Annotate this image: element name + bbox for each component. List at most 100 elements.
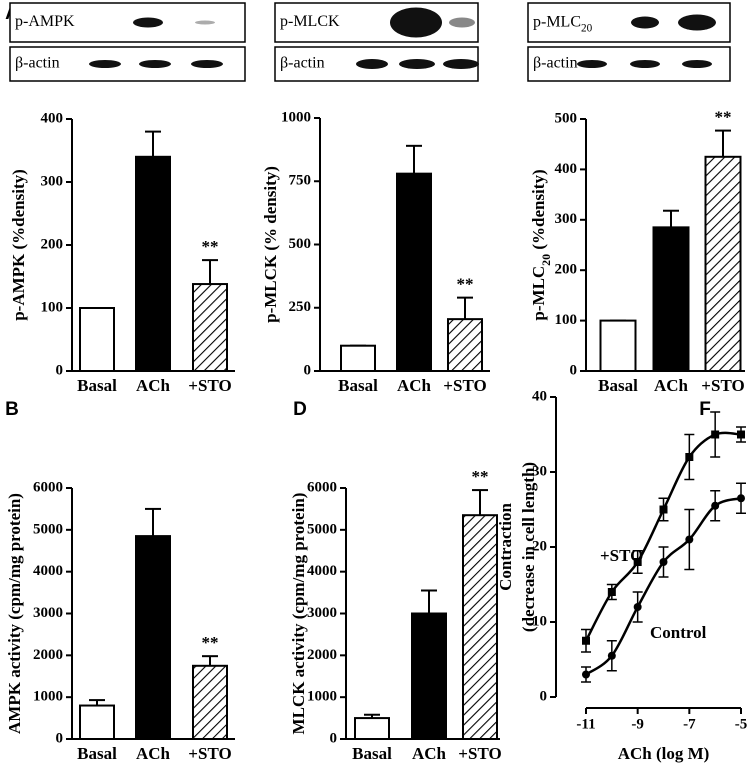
series-label: +STO	[600, 546, 643, 565]
blot-box	[274, 2, 479, 43]
y-tick-label: 250	[289, 299, 312, 315]
x-tick-label: ACh	[136, 744, 171, 763]
y-tick-label: 10	[532, 613, 547, 629]
x-tick-label: Basal	[338, 376, 378, 395]
y-axis-label: MLCK activity (cpm/mg protein)	[289, 493, 308, 735]
significance: **	[202, 237, 219, 256]
significance: **	[472, 467, 489, 486]
y-tick-label: 6000	[33, 479, 63, 495]
y-tick-label: 0	[570, 362, 578, 378]
y-tick-label: 400	[41, 110, 64, 126]
blot-label-part: p-MLC	[533, 13, 581, 30]
x-tick-label: -7	[683, 716, 696, 732]
y-tick-label: 750	[289, 173, 312, 189]
blot-band	[630, 60, 660, 68]
bar	[396, 172, 432, 372]
bar	[192, 664, 228, 741]
blot-band	[89, 60, 121, 68]
blot-label: β-actin	[15, 55, 60, 72]
y-tick-label: 5000	[33, 521, 63, 537]
y-axis-label: (decrease in cell length)	[519, 462, 538, 632]
bar	[135, 535, 171, 740]
bar	[192, 283, 228, 372]
marker	[711, 430, 720, 439]
marker	[659, 505, 668, 514]
y-axis-label: p-MLC20 (%density)	[529, 169, 553, 320]
blot-label: p-MLC20	[533, 13, 593, 34]
x-tick-label: +STO	[188, 744, 231, 763]
y-axis-label-part: p-MLC	[529, 266, 548, 321]
curve	[585, 497, 742, 676]
blot-label: β-actin	[280, 55, 325, 72]
y-tick-label: 2000	[33, 647, 63, 663]
blot-band	[449, 17, 475, 28]
x-tick-label: +STO	[458, 744, 501, 763]
marker	[737, 430, 745, 439]
significance: **	[202, 633, 219, 652]
bar	[411, 612, 447, 740]
panel-letter: D	[293, 399, 307, 420]
y-tick-label: 20	[532, 538, 547, 554]
x-tick-label: Basal	[77, 376, 117, 395]
blot-band	[139, 60, 171, 68]
marker	[607, 588, 616, 596]
blot-band	[195, 20, 215, 25]
x-tick-label: -9	[631, 716, 644, 732]
blot-band	[191, 60, 223, 68]
bar	[447, 318, 483, 373]
curve	[584, 431, 742, 642]
y-tick-label: 100	[555, 312, 578, 328]
y-tick-label: 1000	[33, 689, 63, 705]
bar	[354, 717, 390, 740]
blot-label-sub: 20	[581, 22, 593, 34]
blot-label: p-AMPK	[15, 13, 75, 30]
marker	[633, 603, 642, 611]
y-tick-label: 0	[330, 730, 338, 746]
blot-box	[527, 2, 731, 43]
x-tick-label: Basal	[352, 744, 392, 763]
marker	[633, 558, 642, 566]
x-tick-label: +STO	[188, 376, 231, 395]
y-tick-label: 400	[555, 161, 578, 177]
marker	[685, 453, 694, 461]
y-tick-label: 300	[41, 173, 64, 189]
y-tick-label: 1000	[307, 689, 337, 705]
y-tick-label: 100	[41, 299, 64, 315]
blot-band	[390, 7, 442, 38]
marker	[711, 501, 720, 510]
blot-band	[682, 60, 712, 68]
panel-letter: F	[699, 399, 711, 420]
y-axis-label: p-MLCK (% density)	[261, 166, 280, 323]
blot-label: β-actin	[533, 55, 578, 72]
y-tick-label: 0	[540, 688, 548, 704]
y-axis-label: Contraction	[496, 503, 515, 591]
bar	[462, 514, 498, 740]
y-tick-label: 5000	[307, 521, 337, 537]
y-axis-label-sub: 20	[539, 254, 553, 266]
blot-label: p-MLCK	[280, 13, 340, 30]
significance: **	[715, 107, 732, 126]
bar	[652, 226, 690, 372]
y-axis-label: AMPK activity (cpm/mg protein)	[5, 493, 24, 734]
x-tick-label: ACh	[654, 376, 689, 395]
y-tick-label: 500	[555, 110, 578, 126]
bar	[79, 704, 115, 740]
marker	[582, 636, 590, 645]
marker	[737, 494, 745, 503]
x-tick-label: +STO	[443, 376, 486, 395]
y-tick-label: 0	[56, 730, 64, 746]
bar	[704, 155, 742, 372]
y-tick-label: 4000	[33, 563, 63, 579]
y-tick-label: 3000	[307, 605, 337, 621]
y-tick-label: 0	[304, 362, 312, 378]
y-tick-label: 200	[41, 236, 64, 252]
marker	[607, 651, 616, 660]
marker	[659, 558, 668, 566]
x-tick-label: ACh	[136, 376, 171, 395]
x-tick-label: -5	[735, 716, 748, 732]
x-tick-label: ACh	[397, 376, 432, 395]
blot-band	[133, 17, 163, 28]
y-axis-label: p-AMPK (%density)	[9, 169, 28, 321]
blot-band	[399, 59, 435, 69]
